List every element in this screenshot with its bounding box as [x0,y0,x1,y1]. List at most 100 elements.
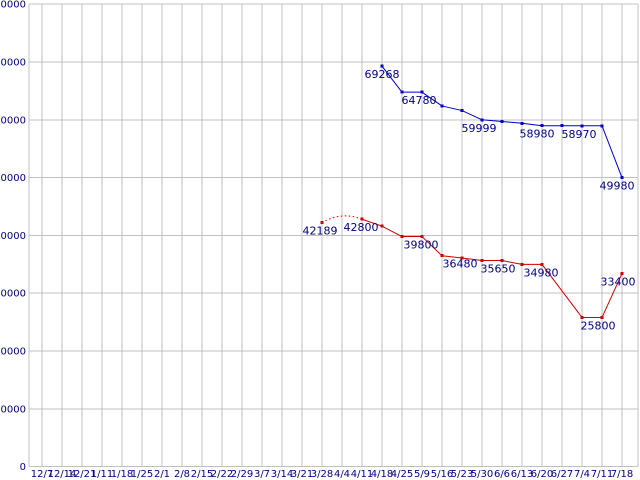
x-axis-tick-label: 4/18 [371,469,393,480]
x-axis-tick-label: 1/25 [131,469,153,480]
y-axis-tick-label: 60000 [0,115,26,126]
x-axis-tick-label: 6/13 [511,469,533,480]
x-axis-tick-label: 3/28 [311,469,333,480]
lower-price-series-dotted-segment [321,215,363,224]
x-axis-tick-label: 6/27 [551,469,573,480]
lower-price-series-point-marker [440,254,444,258]
x-axis-tick-label: 2/1 [154,469,170,480]
lower-price-series-point-marker [580,315,584,319]
lower-price-series-value-label: 36480 [443,258,478,271]
upper-price-series-value-label: 49980 [600,180,635,193]
upper-price-series-value-label: 64780 [402,94,437,107]
y-axis-tick-label: 10000 [0,404,26,415]
upper-price-series-segment [481,119,503,123]
x-axis-tick-label: 2/29 [231,469,253,480]
y-axis-tick-label: 0 [20,462,26,473]
upper-price-series-point-marker [500,120,504,124]
y-axis-tick-label: 50000 [0,173,26,184]
y-axis-tick-label: 80000 [0,0,26,11]
lower-price-series-segment [441,255,463,259]
lower-price-series-point-marker [520,262,524,266]
lower-price-series-segment [381,225,403,237]
x-axis-tick-label: 12/14 [48,469,77,480]
lower-price-series-segment [601,273,623,318]
upper-price-series-point-marker [540,124,544,128]
upper-price-series-point-marker [600,124,604,128]
x-axis-tick-label: 4/25 [391,469,413,480]
x-axis-tick-label: 2/15 [191,469,213,480]
lower-price-series-segment [461,257,483,262]
x-axis-tick-label: 2/8 [174,469,190,480]
x-axis-tick-label: 12/7 [31,469,53,480]
x-axis-tick-label: 3/7 [254,469,270,480]
lower-price-series-segment [421,236,443,257]
y-axis-tick-label: 30000 [0,289,26,300]
lower-price-series-value-label: 39800 [404,239,439,252]
x-axis-tick-label: 1/18 [111,469,133,480]
x-axis-tick-label: 4/4 [334,469,350,480]
y-axis-tick-label: 40000 [0,231,26,242]
x-axis-tick-label: 3/14 [271,469,293,480]
upper-price-series-segment [501,121,523,124]
lower-price-series-point-marker [620,272,624,276]
upper-price-series-point-marker [560,124,564,128]
lower-price-series-segment [361,218,383,227]
upper-price-series-point-marker [400,90,404,94]
upper-price-series-point-marker [440,104,444,108]
lower-price-series-point-marker [400,235,404,239]
x-axis-tick-label: 1/11 [91,469,113,480]
upper-price-series-point-marker [380,64,384,68]
lower-price-series-point-marker [480,259,484,263]
lower-price-series-point-marker [360,217,364,221]
lower-price-series-value-label: 42189 [303,225,338,238]
lower-price-series-point-marker [540,262,544,266]
lower-price-series-value-label: 42800 [344,221,379,234]
upper-price-series-point-marker [420,90,424,94]
lower-price-series-segment [541,264,583,318]
x-axis-tick-label: 7/11 [591,469,613,480]
x-axis-tick-label: 5/16 [431,469,453,480]
x-axis-tick-label: 7/4 [574,469,590,480]
upper-price-series-segment [521,122,543,127]
x-axis-tick-label: 5/23 [451,469,473,480]
lower-price-series-value-label: 34980 [524,266,559,279]
lower-price-series-value-label: 33400 [601,276,636,289]
x-axis-tick-label: 6/20 [531,469,553,480]
x-axis-tick-label: 4/11 [351,469,373,480]
upper-price-series-point-marker [620,176,624,180]
upper-price-series-point-marker [460,109,464,113]
upper-price-series-segment [441,105,463,112]
lower-price-series-point-marker [320,221,324,225]
y-axis-tick-label: 20000 [0,347,26,358]
x-axis-tick-label: 6/6 [494,469,510,480]
upper-price-series-value-label: 58970 [562,128,597,141]
lower-price-series-value-label: 25800 [581,319,616,332]
lower-price-series-point-marker [460,256,464,260]
upper-price-series-point-marker [520,121,524,125]
upper-price-series-point-marker [480,118,484,122]
upper-price-series-segment [421,91,443,107]
x-axis-tick-label: 5/9 [414,469,430,480]
x-axis-tick-label: 2/22 [211,469,233,480]
upper-price-series-segment [381,65,403,93]
y-axis-tick-label: 70000 [0,58,26,69]
upper-price-series-value-label: 58980 [520,128,555,141]
lower-price-series-point-marker [500,259,504,263]
upper-price-series-segment [461,110,483,121]
upper-price-series-segment [601,125,623,178]
upper-price-series-point-marker [580,124,584,128]
x-axis-tick-label: 3/21 [291,469,313,480]
x-axis-tick-label: 5/30 [471,469,493,480]
lower-price-series-point-marker [600,315,604,319]
lower-price-series-value-label: 35650 [481,263,516,276]
x-axis-tick-label: 7/18 [611,469,633,480]
x-axis-tick-label: 12/21 [68,469,97,480]
lower-price-series-point-marker [420,235,424,239]
upper-price-series-value-label: 69268 [365,68,400,81]
upper-price-series-value-label: 59999 [462,122,497,135]
lower-price-series-point-marker [380,224,384,228]
lower-price-series-segment [501,260,523,265]
